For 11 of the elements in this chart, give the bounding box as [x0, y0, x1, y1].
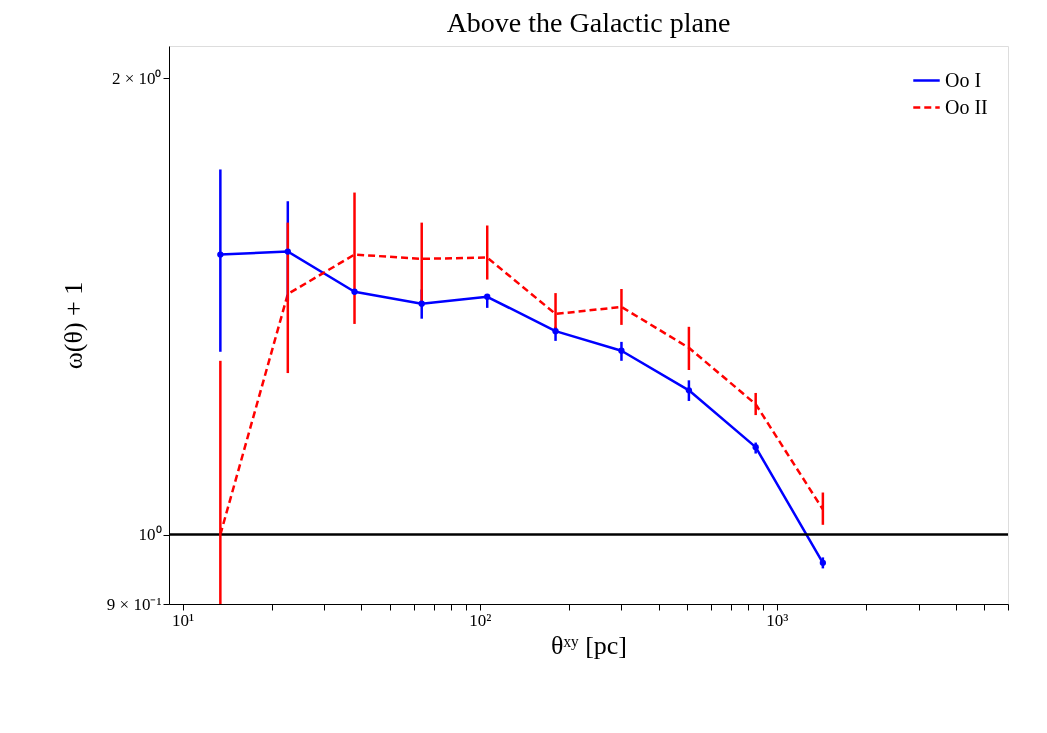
x-tick-label: 10² — [469, 610, 492, 630]
y-tick-label: 10⁰ — [138, 525, 162, 545]
x-tick-label: 10¹ — [172, 610, 195, 630]
legend-label: Oo II — [945, 95, 988, 118]
chart-title: Above the Galactic plane — [446, 7, 731, 38]
x-tick-label: 10³ — [766, 610, 789, 630]
y-tick-label: 9 × 10⁻¹ — [106, 594, 162, 614]
x-axis-title: θˣʸ [pc] — [550, 630, 628, 660]
legend-label: Oo I — [945, 68, 982, 91]
y-tick-label: 2 × 10⁰ — [111, 68, 162, 88]
y-axis-title: ω(θ) + 1 — [58, 281, 88, 370]
